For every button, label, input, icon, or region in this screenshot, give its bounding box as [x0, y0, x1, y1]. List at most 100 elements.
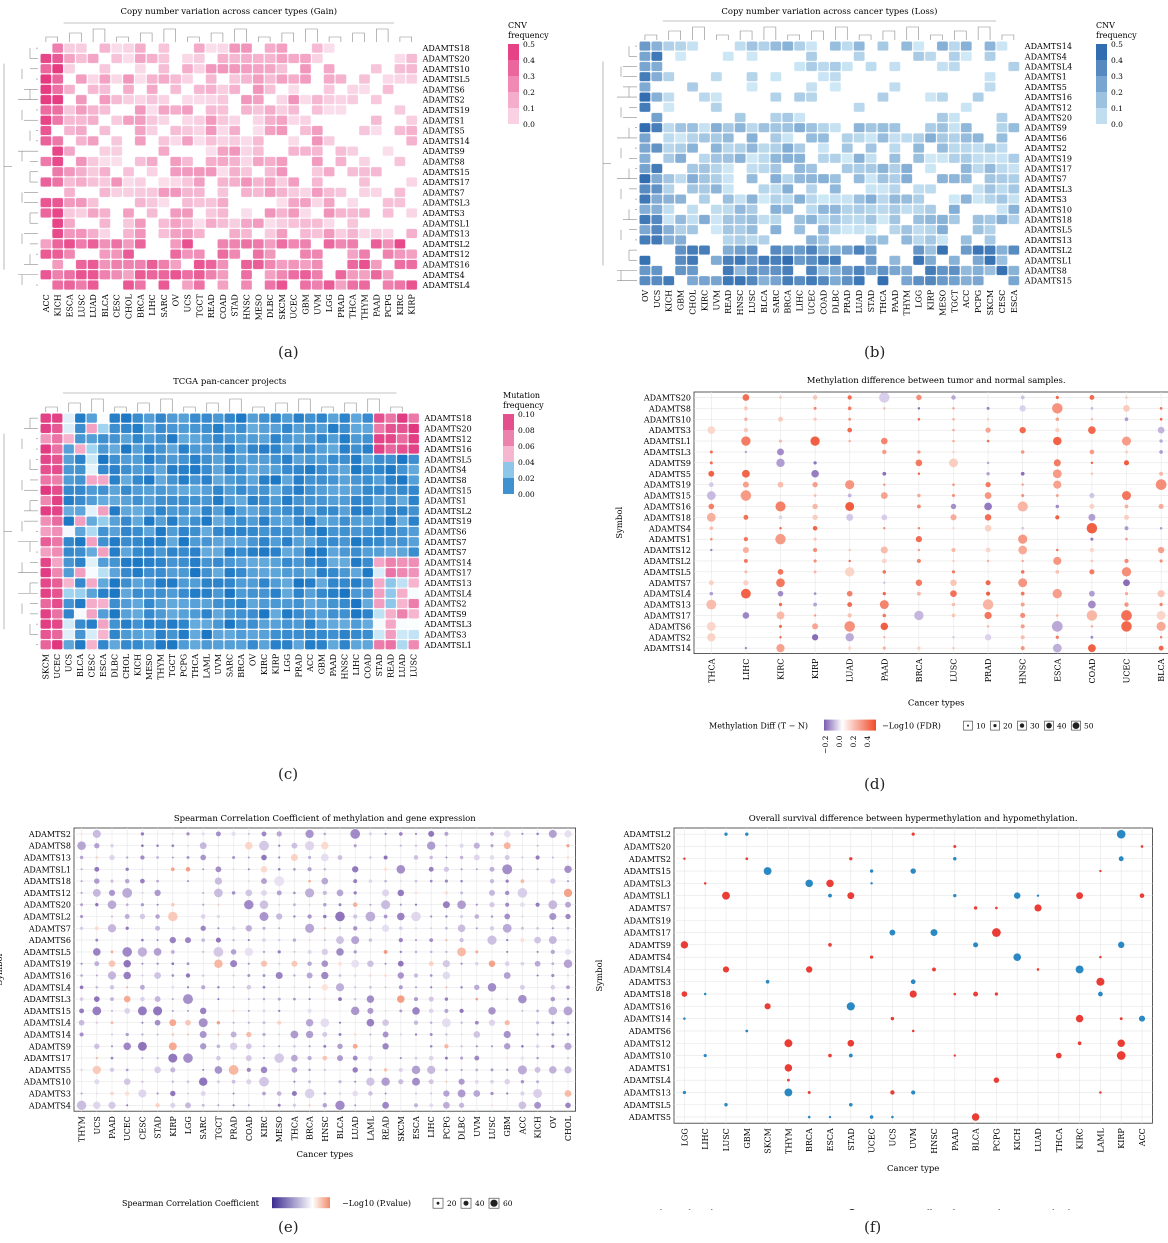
row-label: ADAMTSL4 — [1024, 63, 1072, 72]
bubble — [744, 450, 748, 454]
heatmap-cell — [912, 163, 925, 174]
bubble — [813, 461, 817, 465]
bubble — [308, 986, 311, 989]
heatmap-cell — [97, 578, 109, 588]
bubble — [262, 1045, 266, 1048]
bubble — [880, 437, 888, 445]
bubble — [108, 1101, 116, 1109]
heatmap-cell — [146, 74, 158, 84]
heatmap-cell — [97, 629, 109, 640]
bubble — [216, 914, 221, 919]
heatmap-cell — [936, 265, 949, 276]
heatmap-cell — [793, 265, 806, 276]
heatmap-cell — [240, 208, 253, 218]
bubble — [141, 938, 144, 942]
heatmap-cell — [396, 423, 408, 434]
heatmap-cell — [385, 516, 397, 527]
heatmap-cell — [189, 557, 201, 568]
heatmap-cell — [770, 133, 782, 143]
heatmap-cell — [240, 105, 253, 115]
heatmap-cell — [270, 475, 282, 485]
heatmap-cell — [311, 208, 323, 218]
bubble — [811, 469, 819, 478]
bubble — [94, 926, 99, 931]
bubble — [262, 1021, 266, 1025]
heatmap-cell — [51, 629, 63, 640]
heatmap-cell — [984, 265, 996, 276]
heatmap-cell — [972, 112, 984, 123]
heatmap-cell — [347, 269, 359, 280]
heatmap-cell — [229, 228, 241, 239]
heatmap-cell — [394, 94, 406, 105]
heatmap-cell — [240, 238, 253, 249]
bubble — [564, 1066, 572, 1074]
bubble — [198, 1077, 208, 1086]
heatmap-cell — [1008, 41, 1020, 51]
heatmap-cell — [698, 143, 711, 153]
heatmap-cell — [782, 194, 794, 204]
heatmap-cell — [63, 259, 76, 270]
heatmap-cell — [722, 41, 734, 51]
heatmap-cell — [948, 204, 961, 215]
heatmap-cell — [288, 177, 300, 187]
bubble — [232, 1104, 235, 1107]
row-label: ADAMTS3 — [1024, 195, 1067, 204]
heatmap-cell — [86, 444, 98, 454]
heatmap-cell — [120, 567, 132, 578]
heatmap-cell — [805, 82, 818, 92]
bubble — [232, 938, 235, 942]
bubble — [1123, 514, 1130, 520]
heatmap-cell — [52, 74, 64, 84]
bubble — [869, 955, 874, 959]
bubble — [215, 937, 221, 943]
heatmap-cell — [193, 238, 205, 249]
row-label: ADAMTSL4 — [623, 965, 671, 974]
heatmap-cell — [86, 475, 98, 485]
row-label: ADAMTS2 — [422, 96, 465, 105]
bubble — [915, 459, 923, 467]
bubble — [444, 831, 449, 836]
heatmap-cell — [960, 102, 972, 113]
bubble — [444, 879, 448, 883]
heatmap-cell — [52, 177, 64, 187]
bubble — [1124, 592, 1129, 596]
bubble — [445, 938, 448, 942]
heatmap-cell — [335, 228, 347, 239]
bubble — [308, 855, 312, 860]
heatmap-cell — [406, 156, 418, 167]
bubble — [870, 882, 873, 885]
heatmap-cell — [40, 536, 52, 547]
bubble — [536, 1021, 540, 1025]
heatmap-cell — [889, 194, 901, 204]
heatmap-cell — [793, 82, 806, 92]
bubble — [986, 406, 990, 410]
heatmap-cell — [350, 485, 362, 496]
legend-tick: 0.10 — [518, 410, 535, 419]
legend-tick: 0.2 — [1111, 88, 1123, 97]
bubble — [382, 1043, 389, 1050]
heatmap-cell — [912, 82, 925, 92]
heatmap-cell — [339, 639, 351, 650]
heatmap-cell — [293, 454, 305, 465]
bubble — [275, 971, 283, 980]
heatmap-cell — [75, 177, 87, 187]
col-label: MESO — [254, 294, 263, 321]
bubble — [950, 579, 957, 587]
row-label: ADAMTS12 — [643, 546, 691, 555]
heatmap-cell — [40, 53, 52, 64]
heatmap-cell — [193, 280, 205, 290]
heatmap-cell — [1008, 82, 1020, 92]
bubble — [1158, 503, 1164, 509]
heatmap-cell — [394, 63, 406, 74]
row-label: ADAMTSL5 — [1024, 226, 1072, 235]
heatmap-cell — [335, 74, 347, 84]
heatmap-cell — [75, 197, 87, 208]
heatmap-cell — [270, 495, 282, 506]
bubble — [139, 913, 146, 920]
col-label: PRAD — [984, 659, 993, 683]
bubble — [291, 1054, 298, 1062]
heatmap-cell — [304, 505, 316, 516]
heatmap-cell — [370, 43, 382, 54]
heatmap-cell — [912, 265, 925, 276]
size-legend-tick: 10⁻¹⁰ — [820, 1209, 840, 1210]
